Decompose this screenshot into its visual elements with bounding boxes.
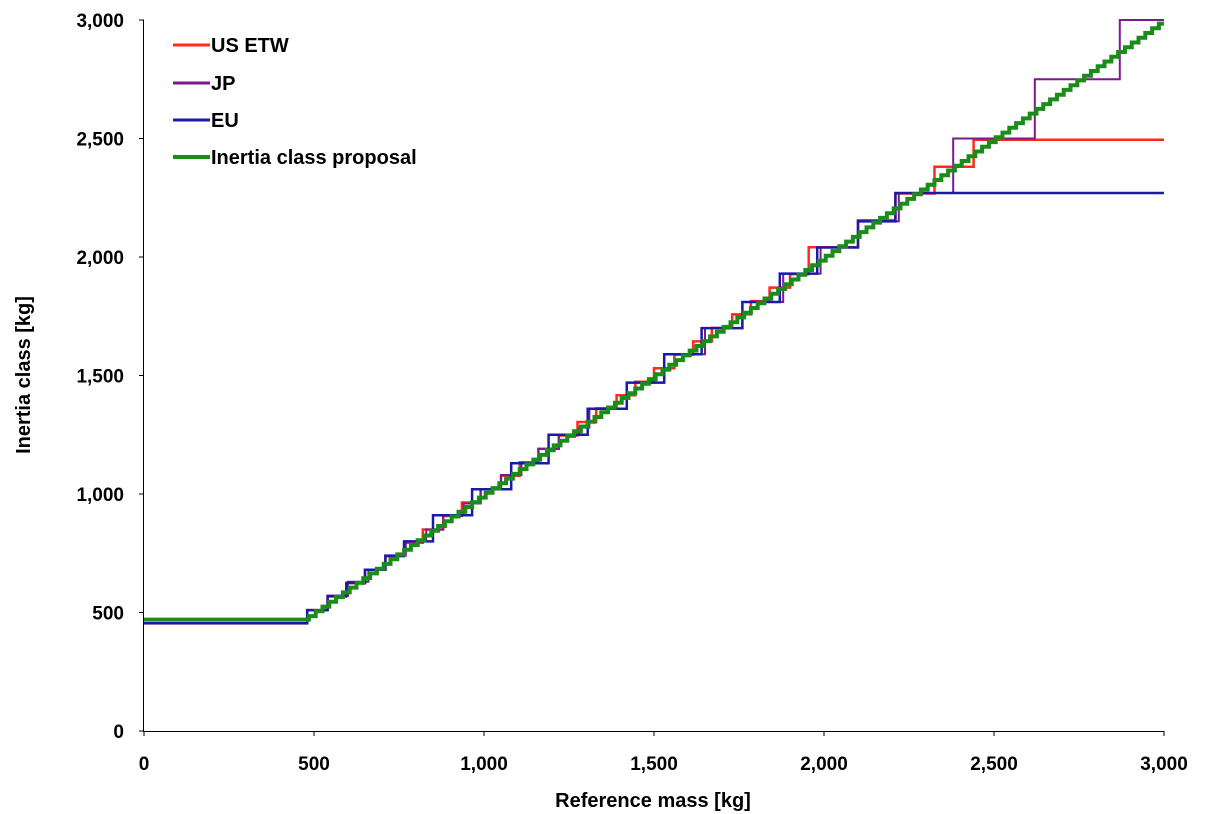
x-axis-ticks: 0 500 1,000 1,500 2,000 2,500 3,000 — [139, 731, 1188, 775]
y-tick-label: 3,000 — [76, 11, 124, 32]
legend-label-us-etw: US ETW — [211, 35, 289, 57]
x-tick-label: 0 — [139, 754, 150, 775]
legend-item-jp: JP — [173, 73, 235, 95]
y-tick-label: 2,500 — [76, 130, 124, 151]
y-axis-ticks: 0 500 1,000 1,500 2,000 2,500 3,000 — [76, 11, 144, 743]
series-line-jp — [144, 19, 1164, 625]
x-tick-label: 1,500 — [630, 754, 678, 775]
legend-label-eu: EU — [211, 110, 239, 132]
y-tick-label: 2,000 — [76, 248, 124, 269]
y-tick-label: 500 — [92, 604, 124, 625]
y-tick-label: 0 — [113, 722, 124, 743]
x-axis-title: Reference mass [kg] — [555, 790, 751, 812]
series-lines — [144, 19, 1164, 625]
x-tick-label: 500 — [298, 754, 330, 775]
x-tick-label: 2,000 — [800, 754, 848, 775]
legend: US ETW JP EU Inertia class proposal — [173, 35, 417, 169]
series-line-eu — [144, 191, 1164, 625]
legend-label-inertia-class-proposal: Inertia class proposal — [211, 147, 417, 169]
legend-item-inertia-class-proposal: Inertia class proposal — [173, 147, 417, 169]
x-tick-label: 1,000 — [460, 754, 508, 775]
y-tick-label: 1,500 — [76, 367, 124, 388]
y-tick-label: 1,000 — [76, 485, 124, 506]
legend-item-eu: EU — [173, 110, 239, 132]
x-tick-label: 3,000 — [1140, 754, 1188, 775]
x-tick-label: 2,500 — [970, 754, 1018, 775]
series-line-inertia-class-proposal — [144, 21, 1164, 622]
legend-item-us-etw: US ETW — [173, 35, 289, 57]
y-axis-title: Inertia class [kg] — [13, 296, 35, 454]
legend-label-jp: JP — [211, 73, 235, 95]
